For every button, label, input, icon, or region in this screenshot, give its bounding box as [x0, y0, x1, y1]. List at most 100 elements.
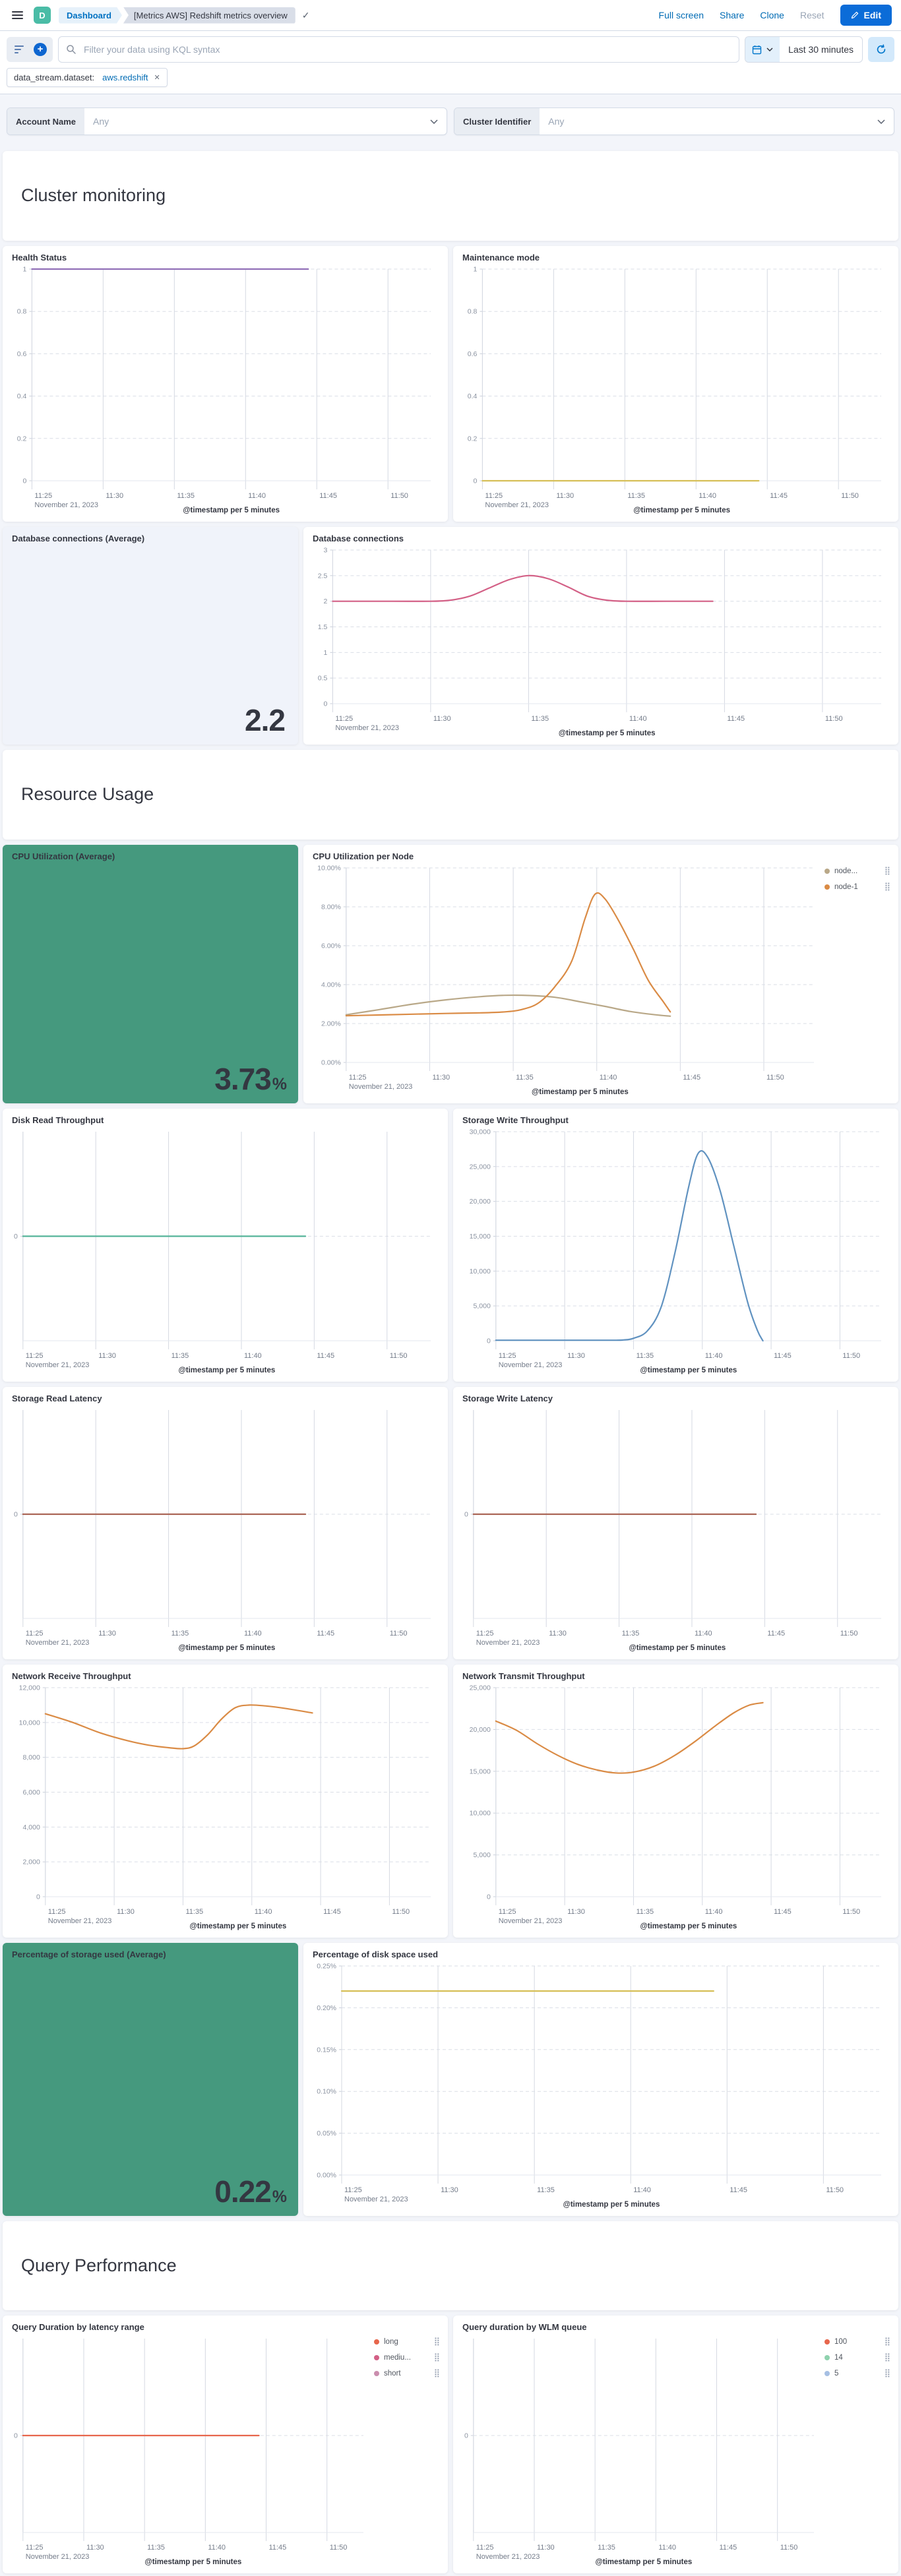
- svg-text:11:50: 11:50: [390, 1630, 408, 1638]
- legend-actions-icon: [435, 2353, 439, 2362]
- storage-write-latency-chart[interactable]: 0 11:25 November 21, 2023 11:30 11:35 11:40 11…: [460, 1403, 892, 1654]
- remove-filter-icon[interactable]: ✕: [154, 74, 160, 82]
- legend-item[interactable]: node...: [824, 867, 890, 876]
- panel-title: Percentage of disk space used: [313, 1949, 439, 1959]
- svg-text:0.15%: 0.15%: [317, 2046, 336, 2054]
- edit-button[interactable]: Edit: [840, 5, 892, 26]
- panel-disk-read-throughput: Disk Read Throughput 0 11:25 November 21, …: [3, 1108, 448, 1382]
- saved-query-menu-icon[interactable]: [13, 44, 26, 55]
- svg-text:November 21, 2023: November 21, 2023: [476, 2553, 540, 2561]
- svg-text:3: 3: [324, 546, 328, 554]
- svg-text:30,000: 30,000: [470, 1128, 491, 1136]
- legend-item[interactable]: short: [374, 2369, 440, 2378]
- svg-text:4.00%: 4.00%: [321, 981, 341, 989]
- svg-text:11:35: 11:35: [598, 2544, 615, 2552]
- svg-text:11:30: 11:30: [567, 1352, 585, 1360]
- legend-item[interactable]: mediu...: [374, 2353, 440, 2362]
- svg-text:@timestamp per 5 minutes: @timestamp per 5 minutes: [145, 2558, 242, 2566]
- legend-series-dot: [374, 2339, 379, 2345]
- svg-text:11:25: 11:25: [499, 1352, 516, 1360]
- hamburger-menu-icon[interactable]: [9, 9, 26, 22]
- svg-text:11:45: 11:45: [730, 2186, 747, 2194]
- legend-item[interactable]: node-1: [824, 882, 890, 892]
- svg-text:@timestamp per 5 minutes: @timestamp per 5 minutes: [179, 1644, 276, 1652]
- reset-link[interactable]: Reset: [799, 10, 824, 20]
- query-latency-chart[interactable]: 0 11:25 November 21, 2023 11:30 11:35 11:40 11…: [9, 2332, 441, 2568]
- svg-text:2: 2: [324, 598, 328, 605]
- network-transmit-chart[interactable]: 0 5,000 10,000 15,000 20,000 25,000 11:25 Novem…: [460, 1681, 892, 1932]
- svg-text:11:45: 11:45: [770, 492, 788, 500]
- chart-legend: node... node-1: [824, 867, 890, 892]
- maintenance-mode-chart[interactable]: 0 0.2 0.4 0.6 0.8 1 11:25 November 21, 2023 11:3…: [460, 262, 892, 516]
- control-value: Any: [548, 116, 565, 127]
- svg-text:@timestamp per 5 minutes: @timestamp per 5 minutes: [640, 1366, 737, 1374]
- metric-value: 3.73%: [214, 1061, 287, 1096]
- svg-text:8.00%: 8.00%: [321, 903, 341, 911]
- svg-text:November 21, 2023: November 21, 2023: [26, 2553, 90, 2561]
- control-account-name[interactable]: Account Name Any: [7, 107, 447, 135]
- time-range-value[interactable]: Last 30 minutes: [788, 44, 854, 55]
- svg-text:11:50: 11:50: [392, 1908, 410, 1916]
- svg-text:November 21, 2023: November 21, 2023: [34, 501, 98, 509]
- clone-link[interactable]: Clone: [760, 10, 784, 20]
- panel-storage-read-latency: Storage Read Latency 0 11:25 November 21, …: [3, 1386, 448, 1659]
- storage-read-latency-chart[interactable]: 0 11:25 November 21, 2023 11:30 11:35 11:40 11…: [9, 1403, 441, 1654]
- svg-text:11:25: 11:25: [26, 1630, 44, 1638]
- svg-text:November 21, 2023: November 21, 2023: [499, 1361, 563, 1369]
- svg-text:11:30: 11:30: [549, 1630, 567, 1638]
- network-receive-chart[interactable]: 0 2,000 4,000 6,000 8,000 10,000 12,000 11:25 No…: [9, 1681, 441, 1932]
- db-connections-chart[interactable]: 0 0.5 1 1.5 2 2.5 3 11:25 November 21, 2023 11:30…: [310, 543, 892, 739]
- svg-text:11:45: 11:45: [727, 715, 745, 723]
- legend-item[interactable]: 14: [824, 2353, 890, 2362]
- svg-text:November 21, 2023: November 21, 2023: [48, 1917, 112, 1925]
- svg-text:11:35: 11:35: [177, 492, 195, 500]
- metric-title: Database connections (Average): [12, 533, 145, 543]
- svg-text:11:50: 11:50: [826, 2186, 844, 2194]
- share-link[interactable]: Share: [720, 10, 745, 20]
- svg-text:1.5: 1.5: [318, 623, 328, 631]
- panel-db-connections-average: Database connections (Average) 2.2: [3, 526, 298, 745]
- panel-title: Maintenance mode: [462, 252, 540, 262]
- svg-text:25,000: 25,000: [470, 1684, 491, 1692]
- date-picker-quick-menu[interactable]: [745, 37, 780, 62]
- legend-item[interactable]: 5: [824, 2369, 890, 2378]
- query-wlm-chart[interactable]: 0 11:25 November 21, 2023 11:30 11:35 11:40 11…: [460, 2332, 892, 2568]
- panel-title: Database connections: [313, 533, 404, 543]
- space-avatar[interactable]: D: [34, 7, 51, 24]
- filter-pill[interactable]: data_stream.dataset: aws.redshift ✕: [7, 68, 168, 87]
- legend-item[interactable]: 100: [824, 2337, 890, 2346]
- disk-read-chart[interactable]: 0 11:25 November 21, 2023 11:30 11:35 11:40 11…: [9, 1125, 441, 1376]
- disk-space-used-chart[interactable]: 0.00% 0.05% 0.10% 0.15% 0.20% 0.25% 11:25 Novem…: [310, 1959, 892, 2211]
- panel-title: Query Duration by latency range: [12, 2322, 144, 2333]
- cpu-per-node-chart[interactable]: 0.00% 2.00% 4.00% 6.00% 8.00% 10.00% 11:25 Nove…: [310, 861, 892, 1098]
- panel-storage-used-average: Percentage of storage used (Average) 0.2…: [3, 1942, 298, 2216]
- control-cluster-identifier[interactable]: Cluster Identifier Any: [454, 107, 894, 135]
- refresh-button[interactable]: [868, 37, 894, 62]
- svg-text:11:30: 11:30: [432, 1074, 450, 1082]
- svg-text:11:45: 11:45: [317, 1352, 334, 1360]
- svg-text:1: 1: [23, 265, 27, 273]
- svg-text:11:50: 11:50: [390, 1352, 408, 1360]
- svg-text:0.4: 0.4: [17, 392, 27, 400]
- full-screen-link[interactable]: Full screen: [658, 10, 704, 20]
- svg-text:11:50: 11:50: [390, 492, 408, 500]
- svg-text:11:30: 11:30: [556, 492, 574, 500]
- add-filter-button[interactable]: +: [34, 43, 47, 56]
- breadcrumb-dashboard[interactable]: Dashboard: [59, 7, 122, 24]
- legend-series-label: 14: [834, 2354, 843, 2362]
- panel-section-query-performance: Query Performance: [3, 2221, 898, 2311]
- refresh-icon: [877, 44, 886, 54]
- panel-section-cluster-monitoring: Cluster monitoring: [3, 151, 898, 241]
- breadcrumb-current-page: [Metrics AWS] Redshift metrics overview: [123, 7, 295, 24]
- legend-actions-icon: [885, 2369, 890, 2377]
- kql-search-input[interactable]: [82, 44, 732, 55]
- svg-text:11:45: 11:45: [774, 1908, 792, 1916]
- legend-item[interactable]: long: [374, 2337, 440, 2346]
- svg-text:15,000: 15,000: [470, 1767, 491, 1775]
- svg-text:11:45: 11:45: [774, 1352, 792, 1360]
- panel-storage-write-throughput: Storage Write Throughput 0 5,000 10,000 15,…: [453, 1108, 898, 1382]
- health-status-chart[interactable]: 0 0.2 0.4 0.6 0.8 1 11:25 November 21, 2023 11:3…: [9, 262, 441, 516]
- metric-value: 0.22%: [214, 2174, 287, 2209]
- filter-button-group: +: [7, 37, 53, 62]
- storage-write-chart[interactable]: 0 5,000 10,000 15,000 20,000 25,000 30,000 11:2…: [460, 1125, 892, 1376]
